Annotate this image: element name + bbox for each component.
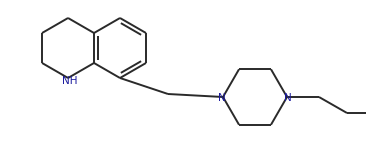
Text: N: N bbox=[218, 93, 226, 103]
Text: N: N bbox=[284, 93, 292, 103]
Text: NH: NH bbox=[62, 76, 78, 86]
